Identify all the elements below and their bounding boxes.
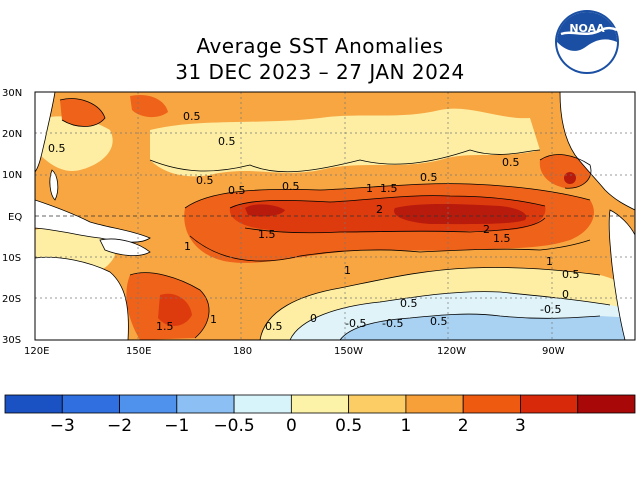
contour-label: 1.5	[156, 320, 174, 333]
logo-text: NOAA	[569, 22, 605, 35]
land-australia	[35, 256, 129, 340]
contour-label: 0	[310, 312, 317, 325]
contour-label: 1.5	[493, 232, 511, 245]
colorbar-tick-label: −2	[107, 416, 132, 436]
colorbar: −3 −2 −1 −0.5 0 0.5 1 2 3	[4, 394, 636, 436]
anomaly-patch-weak-nw	[35, 116, 113, 171]
lat-axis: 30N 20N 10N EQ 10S 20S 30S	[2, 88, 22, 346]
anomaly-patch-warm-sw-core	[158, 293, 192, 326]
lat-label: 20S	[2, 294, 21, 305]
lon-label: 120W	[437, 346, 466, 357]
colorbar-swatch	[348, 394, 407, 414]
colorbar-swatch	[405, 394, 464, 414]
land-south-america	[608, 209, 635, 340]
anomaly-patch-warm-nw2	[130, 94, 168, 118]
lon-label: 120E	[24, 346, 49, 357]
contour-label: 1	[184, 240, 191, 253]
contour-label: 0.5	[562, 268, 580, 281]
colorbar-swatch	[176, 394, 235, 414]
colorbar-swatch	[290, 394, 350, 414]
colorbar-tick-label: 1	[400, 416, 411, 436]
anomaly-spot-coast	[564, 172, 576, 184]
contour-label: 0.5	[48, 142, 66, 155]
anomaly-patch-warm-3	[394, 204, 527, 225]
contour-label: 2	[483, 223, 490, 236]
colorbar-tick-label: 3	[515, 416, 526, 436]
contour-label: -0.5	[540, 303, 561, 316]
contour-lines	[59, 98, 611, 340]
lon-axis: 120E 150E 180 150W 120W 90W	[24, 346, 565, 357]
lat-label: 10N	[2, 170, 22, 181]
lat-label: 30S	[2, 335, 21, 346]
colorbar-swatch	[520, 394, 579, 414]
contour-label: -0.5	[345, 317, 366, 330]
contour-label: 1.5	[258, 228, 276, 241]
land-indonesia	[35, 199, 151, 243]
colorbar-tick-label: −1	[164, 416, 189, 436]
map-title: Average SST Anomalies	[196, 34, 444, 58]
graticule	[35, 92, 635, 340]
map-plot-area: 0.5 0.5 0.5 0.5 0.5 0.5 0.5 0.5 1 1.5 2 …	[35, 92, 635, 340]
land-asia	[35, 92, 56, 173]
noaa-logo: NOAA	[555, 10, 619, 74]
colorbar-tick-label: 0	[286, 416, 297, 436]
colorbar-swatch	[119, 394, 178, 414]
map-frame	[34, 91, 636, 341]
anomaly-patch-warm-coast	[539, 154, 591, 189]
contour-label: 0	[562, 288, 569, 301]
colorbar-swatch	[61, 394, 120, 414]
lon-label: 180	[233, 346, 252, 357]
lat-label: EQ	[8, 212, 22, 223]
lat-label: 20N	[2, 129, 22, 140]
contour-label: 1.5	[380, 182, 398, 195]
lat-label: 10S	[2, 253, 21, 264]
contour-label: 0.5	[183, 110, 201, 123]
contour-label: 0.5	[420, 171, 438, 184]
anomaly-patch-warm-nw	[60, 98, 105, 127]
contour-label: 0.5	[218, 135, 236, 148]
lat-label: 30N	[2, 88, 22, 99]
colorbar-swatch	[233, 394, 292, 414]
contour-label: -0.5	[382, 317, 403, 330]
colorbar-swatch	[462, 394, 521, 414]
contour-label: 1	[546, 255, 553, 268]
map-subtitle: 31 DEC 2023 – 27 JAN 2024	[175, 60, 465, 84]
contour-label: 0.5	[282, 180, 300, 193]
colorbar-swatch	[577, 394, 636, 414]
contour-label: 0.5	[430, 315, 448, 328]
contour-label: 2	[376, 203, 383, 216]
land-new-guinea	[99, 238, 151, 256]
contour-label: 1	[344, 264, 351, 277]
contour-label: 0.5	[265, 320, 283, 333]
colorbar-tick-label: 2	[458, 416, 469, 436]
contour-label: 0.5	[400, 297, 418, 310]
contour-label: 0.5	[228, 184, 246, 197]
lon-label: 90W	[542, 346, 565, 357]
colorbar-tick-label: −0.5	[213, 416, 254, 436]
land-philippines	[49, 169, 59, 201]
colorbar-swatch	[4, 394, 63, 414]
anomaly-patch-negative-se	[340, 314, 635, 340]
colorbar-tick-label: −3	[50, 416, 75, 436]
contour-label: 0.5	[196, 174, 214, 187]
contour-label: 1	[366, 182, 373, 195]
lon-label: 150E	[126, 346, 151, 357]
lon-label: 150W	[334, 346, 363, 357]
contour-label: 1	[210, 313, 217, 326]
contour-label-group: 0.5 0.5 0.5 0.5 0.5 0.5 0.5 0.5 1 1.5 2 …	[48, 110, 580, 333]
contour-label: 0.5	[502, 156, 520, 169]
anomaly-patch-warm-3b	[245, 204, 285, 217]
colorbar-tick-label: 0.5	[335, 416, 362, 436]
